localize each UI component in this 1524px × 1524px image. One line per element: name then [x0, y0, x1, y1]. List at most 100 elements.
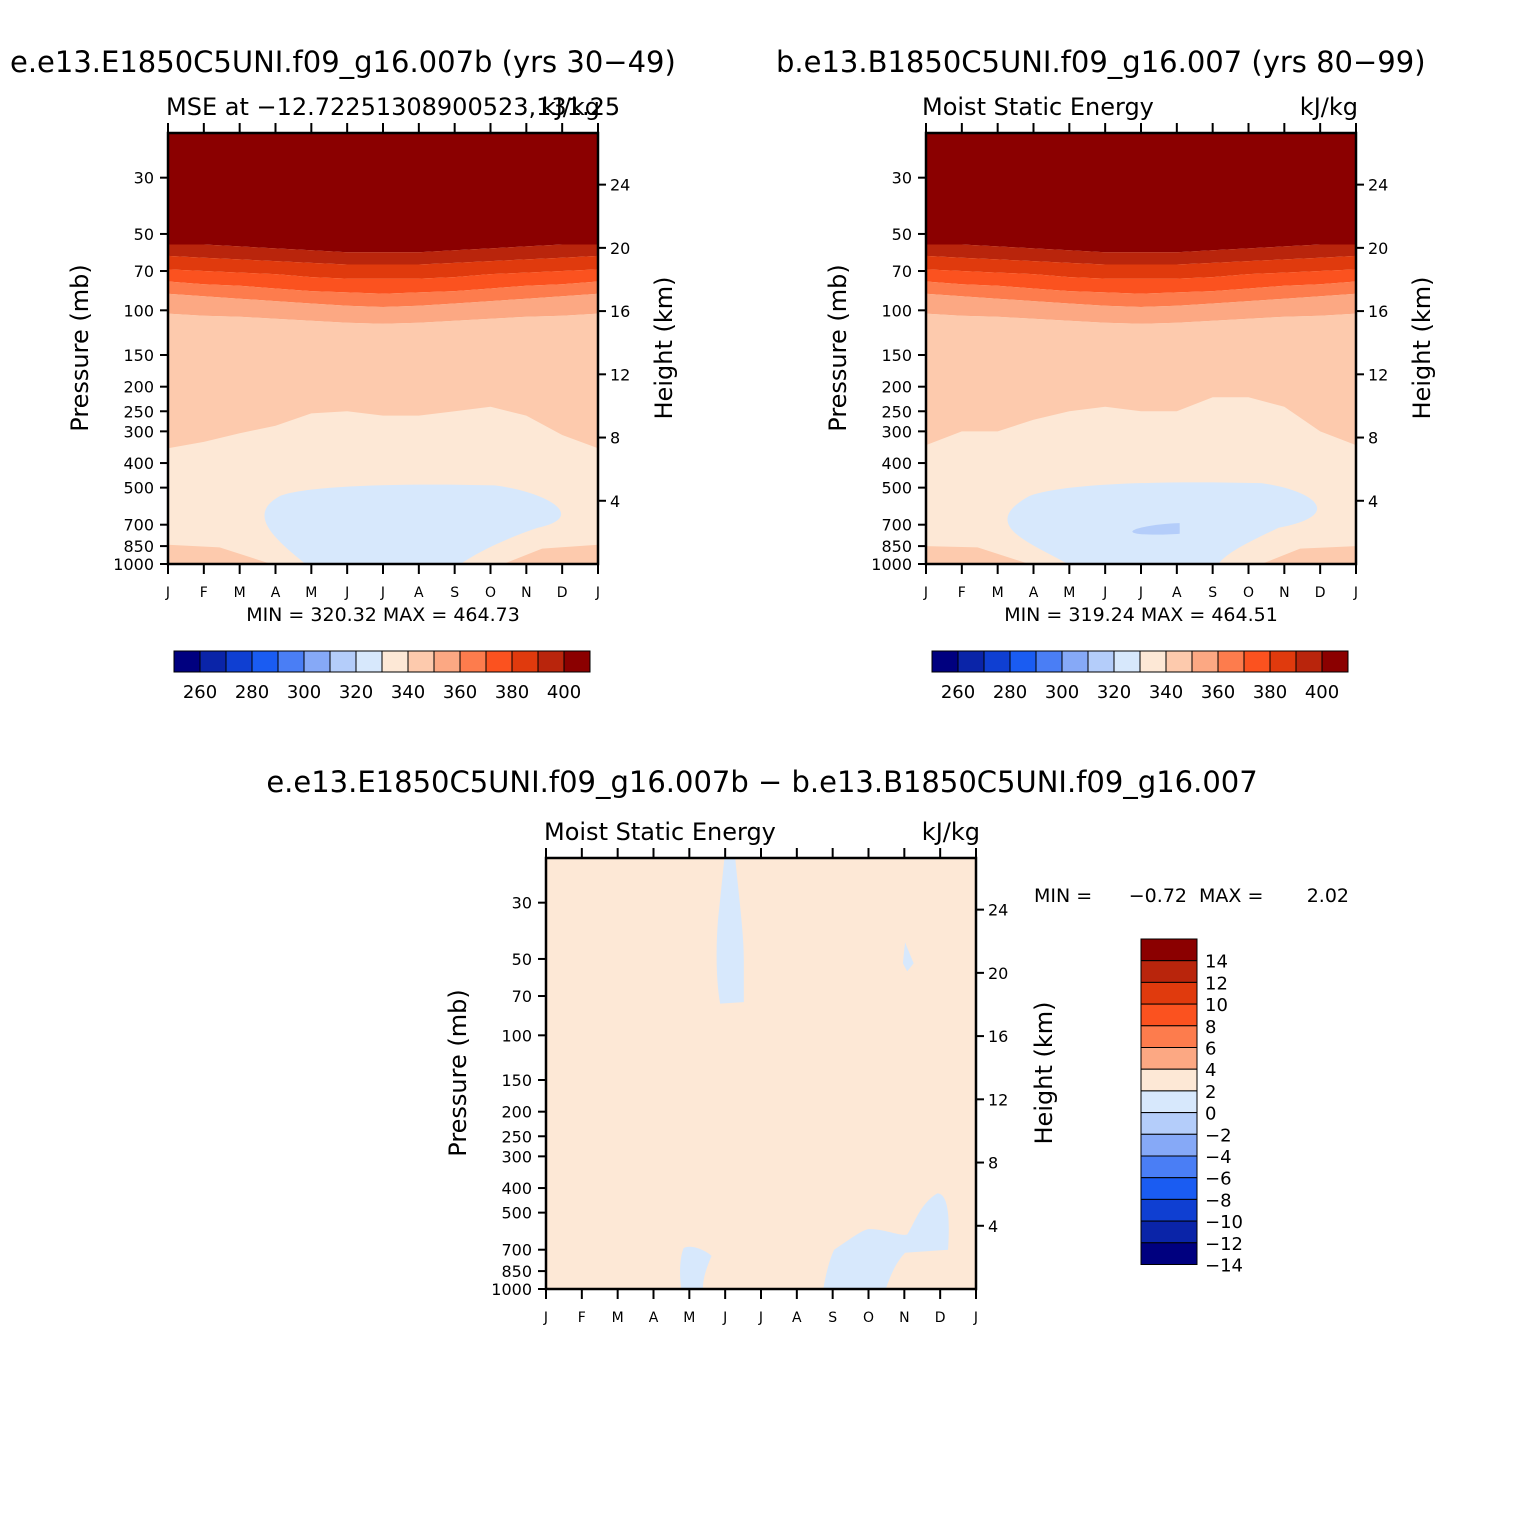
pressure-tick-label: 850 — [501, 1262, 532, 1281]
pressure-tick-label: 300 — [501, 1147, 532, 1166]
pressure-tick-label: 500 — [123, 479, 154, 498]
band-390-400 — [168, 244, 598, 265]
month-tick-label: F — [578, 1310, 586, 1326]
month-tick-label: J — [973, 1310, 978, 1326]
contour-field — [546, 858, 976, 1289]
month-tick-label: J — [923, 585, 928, 601]
colorbar-box — [1061, 650, 1089, 673]
month-tick-label: M — [234, 585, 246, 601]
pressure-tick-label: 1000 — [871, 555, 912, 574]
month-tick-label: J — [758, 1310, 763, 1326]
height-tick-label: 12 — [1368, 365, 1388, 384]
pressure-tick-label: 100 — [501, 1026, 532, 1045]
colorbar: 260 280 300 320 340 360 380 400 — [173, 650, 591, 703]
pressure-tick-label: 300 — [123, 422, 154, 441]
height-axis: 24 20 16 12 8 4 — [598, 176, 630, 511]
month-tick-label: M — [1063, 585, 1075, 601]
colorbar-box — [1139, 650, 1167, 673]
colorbar-box — [563, 650, 591, 673]
y-axis-label: Pressure (mb) — [824, 264, 852, 431]
pressure-tick-label: 50 — [892, 225, 912, 244]
panel-subtitle-units: kJ/kg — [1300, 93, 1358, 121]
pressure-tick-label: 250 — [881, 402, 912, 421]
colorbar-label: 380 — [495, 682, 529, 703]
colorbar-box — [1140, 1133, 1198, 1157]
colorbar-box — [433, 650, 461, 673]
colorbar-box — [251, 650, 279, 673]
month-tick-label: M — [612, 1310, 624, 1326]
colorbar-label: −8 — [1205, 1190, 1232, 1211]
surface-band-left — [926, 546, 1030, 564]
lowest-mse-core — [1132, 523, 1180, 535]
pressure-tick-label: 700 — [501, 1241, 532, 1260]
y-axis-right-label: Height (km) — [650, 277, 678, 420]
pressure-tick-label: 150 — [123, 346, 154, 365]
chart-panel-difference: Moist Static Energy kJ/kg 30507010015020… — [444, 818, 1349, 1326]
pressure-tick-label: 50 — [134, 225, 154, 244]
colorbar-label: 280 — [993, 682, 1027, 703]
colorbar-box — [225, 650, 253, 673]
panel-subtitle-left: Moist Static Energy — [544, 818, 776, 846]
colorbar-label: 260 — [183, 682, 217, 703]
colorbar-box — [199, 650, 227, 673]
colorbar-label: 300 — [287, 682, 321, 703]
difference-title: e.e13.E1850C5UNI.f09_g16.007b − b.e13.B1… — [266, 765, 1257, 799]
colorbar-box — [407, 650, 435, 673]
band-370-380 — [926, 269, 1356, 294]
pressure-tick-label: 150 — [501, 1071, 532, 1090]
pressure-tick-label: 70 — [134, 262, 154, 281]
y-axis-label: Pressure (mb) — [66, 264, 94, 431]
colorbar-box — [1140, 1090, 1198, 1114]
height-tick-label: 8 — [610, 429, 620, 448]
negative-region-nov-upper — [902, 942, 914, 972]
pressure-tick-label: 400 — [501, 1179, 532, 1198]
colorbar-label: −14 — [1205, 1256, 1243, 1277]
colorbar-box — [329, 650, 357, 673]
contour-field — [926, 133, 1356, 564]
colorbar-label: 340 — [391, 682, 425, 703]
colorbar-box — [1113, 650, 1141, 673]
month-tick-label: N — [521, 585, 531, 601]
pressure-tick-label: 1000 — [113, 555, 154, 574]
height-tick-label: 16 — [1368, 302, 1388, 321]
low-mse-pool — [264, 484, 562, 564]
colorbar-box — [1191, 650, 1219, 673]
month-tick-label: A — [1172, 585, 1182, 601]
colorbar-box — [1269, 650, 1297, 673]
month-tick-label: J — [1102, 585, 1107, 601]
month-tick-label: F — [200, 585, 208, 601]
colorbar-label: 14 — [1205, 952, 1228, 973]
band-350-360 — [926, 293, 1356, 324]
colorbar-box — [1140, 1198, 1198, 1222]
colorbar-box — [537, 650, 565, 673]
colorbar-label: 400 — [1305, 682, 1339, 703]
pressure-tick-label: 1000 — [491, 1280, 532, 1299]
y-axis-right-label: Height (km) — [1408, 277, 1436, 420]
pressure-tick-label: 200 — [501, 1103, 532, 1122]
month-tick-label: M — [992, 585, 1004, 601]
pressure-tick-label: 250 — [501, 1127, 532, 1146]
pressure-tick-label: 70 — [892, 262, 912, 281]
chart-panel-e-case: MSE at −12.72251308900523,131.25 kJ/kg 3… — [66, 93, 678, 703]
right-case-title: b.e13.B1850C5UNI.f09_g16.007 (yrs 80−99) — [776, 45, 1426, 79]
panel-subtitle-left: MSE at −12.72251308900523,131.25 — [166, 93, 620, 121]
colorbar-box — [1140, 1177, 1198, 1200]
band-350-360 — [168, 293, 598, 324]
colorbar-box — [1087, 650, 1115, 673]
negative-region-sep-dec-lower — [823, 1193, 949, 1289]
positive-0-2-region — [546, 858, 976, 1289]
y-axis-right-label: Height (km) — [1030, 1002, 1058, 1145]
month-tick-label: O — [485, 585, 496, 601]
band-340-350 — [926, 313, 1356, 446]
colorbar-box — [1140, 1068, 1198, 1092]
month-tick-label: M — [305, 585, 317, 601]
month-tick-label: J — [595, 585, 600, 601]
colorbar-box — [1295, 650, 1323, 673]
height-tick-label: 4 — [1368, 492, 1378, 511]
colorbar-label: 400 — [547, 682, 581, 703]
month-tick-label: D — [557, 585, 568, 601]
colorbar-label: 380 — [1253, 682, 1287, 703]
month-tick-label: D — [935, 1310, 946, 1326]
